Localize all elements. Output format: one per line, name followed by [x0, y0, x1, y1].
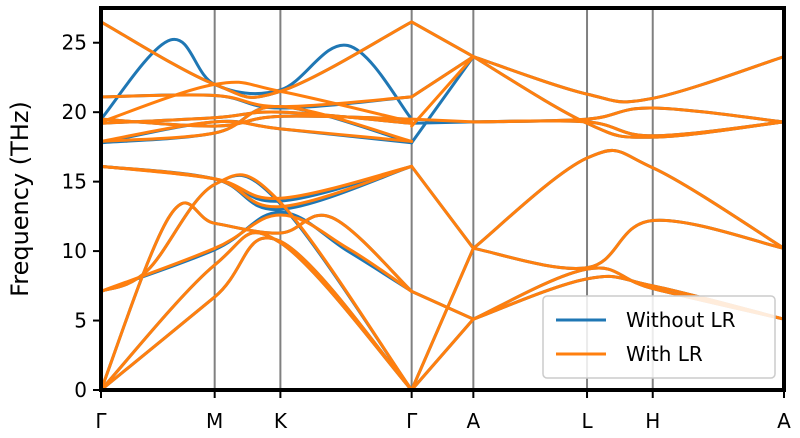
y-tick-label: 20	[62, 100, 87, 124]
band-line	[101, 231, 414, 390]
legend-label-without-lr: Without LR	[626, 308, 736, 332]
series-with-lr	[101, 20, 784, 390]
bands	[101, 20, 784, 390]
y-tick-label: 15	[62, 170, 87, 194]
y-axis-ticks: 0 5 10 15 20 25	[62, 31, 101, 402]
band-line	[410, 164, 475, 250]
x-tick-label: A	[467, 409, 481, 433]
band-line	[101, 201, 414, 390]
band-line	[101, 164, 414, 200]
y-tick-label: 10	[62, 239, 87, 263]
band-line	[101, 93, 414, 109]
band-line	[410, 20, 475, 59]
high-symmetry-lines	[213, 8, 654, 390]
y-tick-label: 5	[74, 309, 87, 333]
band-line	[410, 289, 475, 321]
band-line	[101, 119, 414, 143]
band-line	[101, 173, 414, 390]
x-tick-label: H	[645, 409, 660, 433]
legend-box	[542, 295, 776, 379]
legend-label-with-lr: With LR	[626, 342, 703, 366]
band-line	[471, 218, 784, 271]
x-tick-label: Γ	[406, 409, 418, 433]
band-line	[471, 55, 784, 139]
band-line	[101, 105, 414, 143]
band-line	[101, 213, 414, 293]
band-line	[471, 148, 784, 250]
y-tick-label: 25	[62, 31, 87, 55]
band-line	[101, 231, 414, 390]
band-line	[101, 80, 414, 124]
legend: Without LR With LR	[542, 295, 776, 379]
plot-frame	[99, 6, 786, 392]
band-line	[101, 37, 414, 121]
band-line	[101, 173, 414, 390]
band-line	[101, 164, 414, 209]
band-line	[471, 55, 784, 104]
x-tick-label: Γ	[95, 409, 107, 433]
band-line	[101, 114, 414, 128]
band-line	[471, 55, 784, 139]
y-tick-label: 0	[74, 378, 87, 402]
x-tick-label: A	[777, 409, 791, 433]
band-line	[410, 317, 475, 390]
band-line	[471, 55, 784, 104]
band-line	[410, 246, 475, 390]
band-line	[410, 117, 475, 124]
band-line	[101, 20, 414, 99]
x-tick-label: L	[581, 409, 593, 433]
y-axis-label: Frequency (THz)	[6, 101, 34, 297]
band-line	[410, 55, 475, 145]
band-line	[410, 55, 475, 128]
band-line	[101, 236, 414, 390]
band-line	[410, 55, 475, 99]
x-tick-label: M	[206, 409, 223, 433]
x-tick-label: K	[274, 409, 288, 433]
